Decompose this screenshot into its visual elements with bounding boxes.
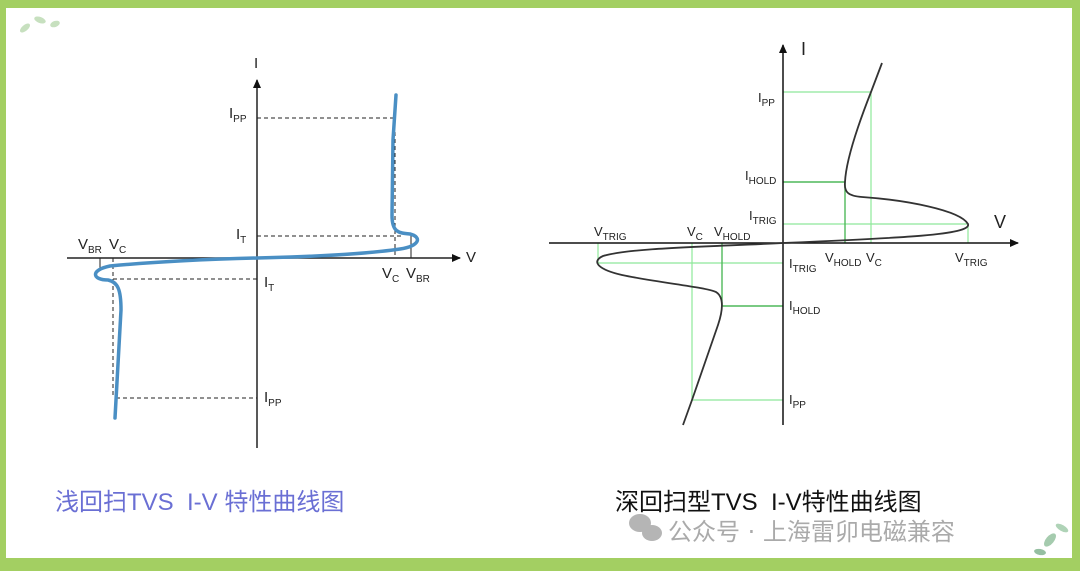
right-vhold-left-label: VHOLD: [714, 224, 750, 243]
left-it-bottom-label: IT: [264, 274, 274, 294]
watermark: 公众号 · 上海雷卯电磁兼容: [628, 512, 955, 547]
left-iv-curve: [93, 93, 420, 420]
left-it-top-label: IT: [236, 226, 246, 246]
right-vtrig-left-label: VTRIG: [594, 224, 627, 243]
left-vbr-left-label: VBR: [78, 236, 102, 256]
shallow-snapback-caption: 浅回扫TVS I-V 特性曲线图: [55, 489, 345, 516]
right-axis-i-label: I: [801, 39, 806, 59]
page-frame: [6, 8, 1072, 558]
right-itrig-top-label: ITRIG: [749, 208, 777, 227]
right-ipp-top-label: IPP: [758, 90, 775, 109]
left-vbr-right-label: VBR: [406, 265, 430, 285]
right-vc-right-label: VC: [866, 250, 882, 269]
watermark-text: 公众号 · 上海雷卯电磁兼容: [668, 518, 955, 546]
left-ipp-top-label: IPP: [229, 105, 247, 125]
right-ihold-top-label: IHOLD: [745, 168, 776, 187]
right-vtrig-right-label: VTRIG: [955, 250, 988, 269]
right-vhold-right-label: VHOLD: [825, 250, 861, 269]
deep-snapback-diagram: I V IPP IHOLD ITRIG VTRIG VC VHOLD VHOLD…: [549, 39, 1019, 426]
right-itrig-bottom-label: ITRIG: [789, 256, 817, 275]
right-axis-v-label: V: [994, 212, 1006, 232]
shallow-snapback-diagram: I V IPP IT VBR VC VC VBR IT IPP: [67, 55, 476, 448]
left-ipp-bottom-label: IPP: [264, 389, 282, 409]
deep-snapback-caption: 深回扫型TVS I-V特性曲线图: [615, 489, 922, 516]
left-vc-right-label: VC: [382, 265, 399, 285]
leaf-decoration-icon: [20, 16, 1069, 556]
right-ipp-bottom-label: IPP: [789, 392, 806, 411]
left-vc-left-label: VC: [109, 236, 126, 256]
left-axis-i-label: I: [254, 55, 258, 72]
right-iv-curve: [596, 62, 969, 426]
right-vc-left-label: VC: [687, 224, 703, 243]
left-axis-v-label: V: [466, 249, 476, 266]
right-ihold-bottom-label: IHOLD: [789, 298, 820, 317]
wechat-icon: [629, 514, 662, 541]
